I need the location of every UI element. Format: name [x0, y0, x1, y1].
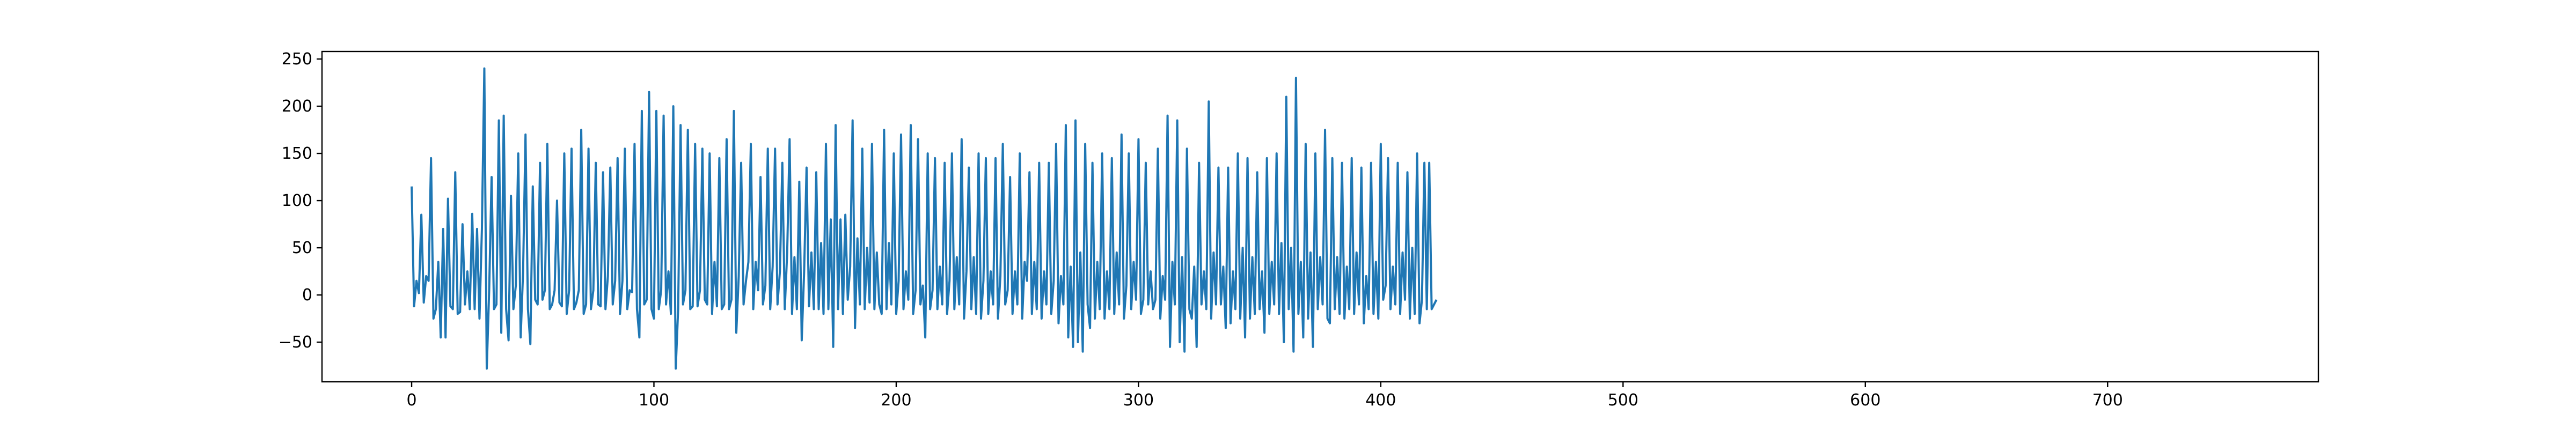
- axes-layer: [321, 50, 2319, 383]
- y-tick-label: −50: [279, 333, 312, 352]
- x-tick-label: 500: [1608, 391, 1638, 410]
- x-tick-label: 300: [1123, 391, 1154, 410]
- series-layer: [411, 67, 1438, 370]
- ticks-layer: 0 100 200 300 400 500 600 700 −50 0 50 100 150 200 250: [279, 50, 2123, 410]
- y-tick-label: 250: [282, 50, 312, 69]
- y-tick-label: 50: [292, 239, 312, 257]
- x-tick-label: 100: [639, 391, 669, 410]
- y-tick-label: 100: [282, 191, 312, 210]
- y-tick-label: 200: [282, 97, 312, 116]
- x-tick-label: 400: [1365, 391, 1396, 410]
- x-tick-label: 600: [1850, 391, 1880, 410]
- y-tick-label: 150: [282, 144, 312, 163]
- series-line-0: [411, 67, 1438, 370]
- plot-frame: [321, 50, 2319, 383]
- x-tick-label: 200: [881, 391, 911, 410]
- x-tick-label: 0: [406, 391, 416, 410]
- x-tick-label: 700: [2092, 391, 2123, 410]
- y-tick-label: 0: [302, 286, 312, 305]
